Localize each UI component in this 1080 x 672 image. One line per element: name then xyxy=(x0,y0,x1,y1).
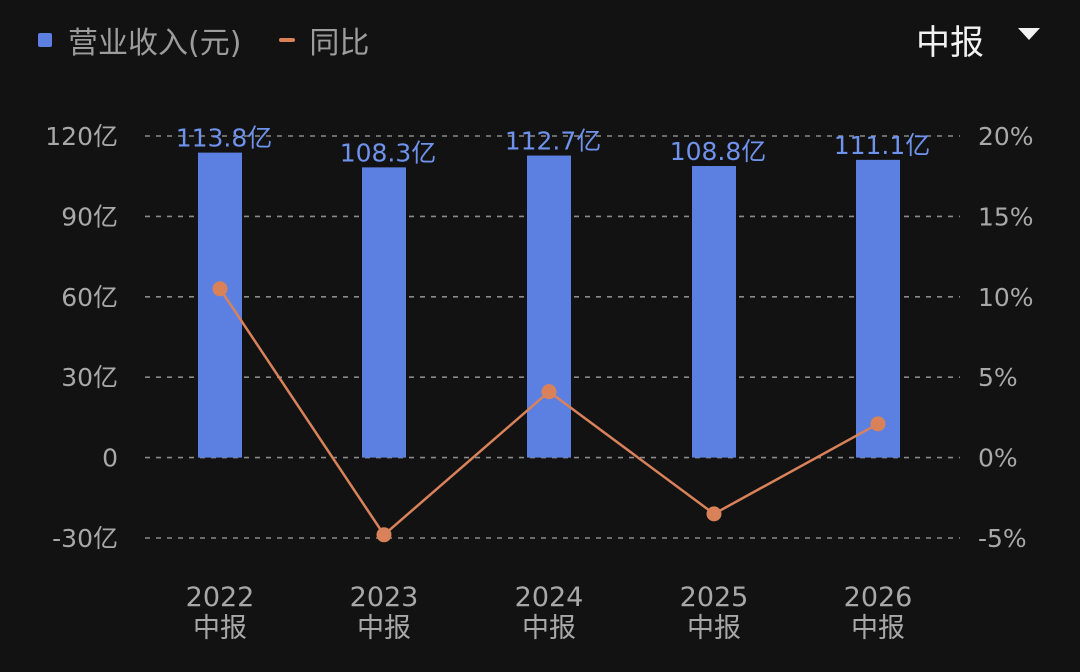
bar xyxy=(527,155,571,458)
caret-down-icon xyxy=(1018,28,1040,40)
legend-label-yoy: 同比 xyxy=(309,26,370,61)
x-category-label: 2026 xyxy=(844,582,913,613)
bar-value-label: 108.3亿 xyxy=(340,138,437,167)
bar xyxy=(856,159,900,458)
y-left-tick-label: 0 xyxy=(102,444,118,473)
bar-value-label: 111.1亿 xyxy=(834,131,931,160)
y-left-tick-label: 30亿 xyxy=(61,363,118,392)
yoy-point xyxy=(706,506,722,522)
y-left-tick-label: 90亿 xyxy=(61,202,118,231)
y-right-tick-label: 20% xyxy=(978,122,1034,151)
yoy-point xyxy=(541,384,557,400)
x-category-label: 2025 xyxy=(680,582,749,613)
x-category-label: 2022 xyxy=(186,582,255,613)
x-category-label: 中报 xyxy=(687,613,741,644)
bar-value-label: 108.8亿 xyxy=(670,137,767,166)
y-right-tick-label: -5% xyxy=(978,524,1027,553)
bar-swatch-icon xyxy=(38,33,52,47)
yoy-point xyxy=(870,416,886,432)
yoy-point xyxy=(376,527,392,543)
x-category-label: 中报 xyxy=(357,613,411,644)
x-category-label: 中报 xyxy=(851,613,905,644)
bar xyxy=(362,167,406,458)
period-dropdown-label: 中报 xyxy=(916,22,984,63)
line-swatch-icon xyxy=(279,38,296,42)
x-category-label: 2024 xyxy=(515,582,584,613)
y-right-tick-label: 15% xyxy=(978,202,1034,231)
legend-label-revenue: 营业收入(元) xyxy=(68,26,242,61)
legend-item-revenue[interactable]: 营业收入(元) xyxy=(38,18,241,62)
y-right-tick-label: 10% xyxy=(978,283,1034,312)
x-category-label: 中报 xyxy=(193,613,247,644)
bar xyxy=(198,152,242,458)
chart-legend: 营业收入(元) 同比 xyxy=(38,18,407,62)
bar-value-label: 112.7亿 xyxy=(505,127,602,156)
bar-value-label: 113.8亿 xyxy=(176,124,273,153)
bar xyxy=(692,166,736,458)
y-right-tick-label: 0% xyxy=(978,444,1018,473)
y-right-tick-label: 5% xyxy=(978,363,1018,392)
y-left-tick-label: 60亿 xyxy=(61,283,118,312)
y-left-tick-label: -30亿 xyxy=(52,524,118,553)
period-dropdown[interactable]: 中报 xyxy=(916,14,1040,64)
x-category-label: 2023 xyxy=(350,582,419,613)
legend-item-yoy[interactable]: 同比 xyxy=(279,18,369,62)
x-category-label: 中报 xyxy=(522,613,576,644)
yoy-point xyxy=(212,281,228,297)
y-left-tick-label: 120亿 xyxy=(45,122,118,151)
